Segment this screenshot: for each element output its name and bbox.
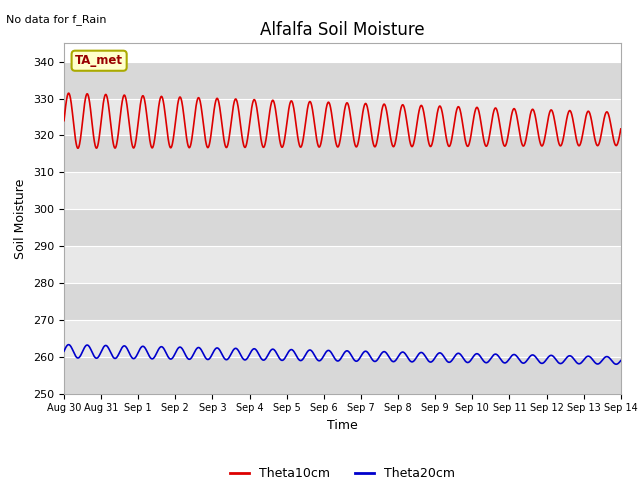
Bar [64,246,621,283]
Bar [64,357,621,394]
Text: TA_met: TA_met [75,54,123,67]
Bar [64,61,621,98]
Bar [64,283,621,320]
Bar [64,98,621,135]
Bar [64,320,621,357]
Bar [64,172,621,209]
Title: Alfalfa Soil Moisture: Alfalfa Soil Moisture [260,21,425,39]
X-axis label: Time: Time [327,419,358,432]
Legend: Theta10cm, Theta20cm: Theta10cm, Theta20cm [225,462,460,480]
Bar [64,209,621,246]
Y-axis label: Soil Moisture: Soil Moisture [15,178,28,259]
Bar [64,135,621,172]
Text: No data for f_Rain: No data for f_Rain [6,14,107,25]
